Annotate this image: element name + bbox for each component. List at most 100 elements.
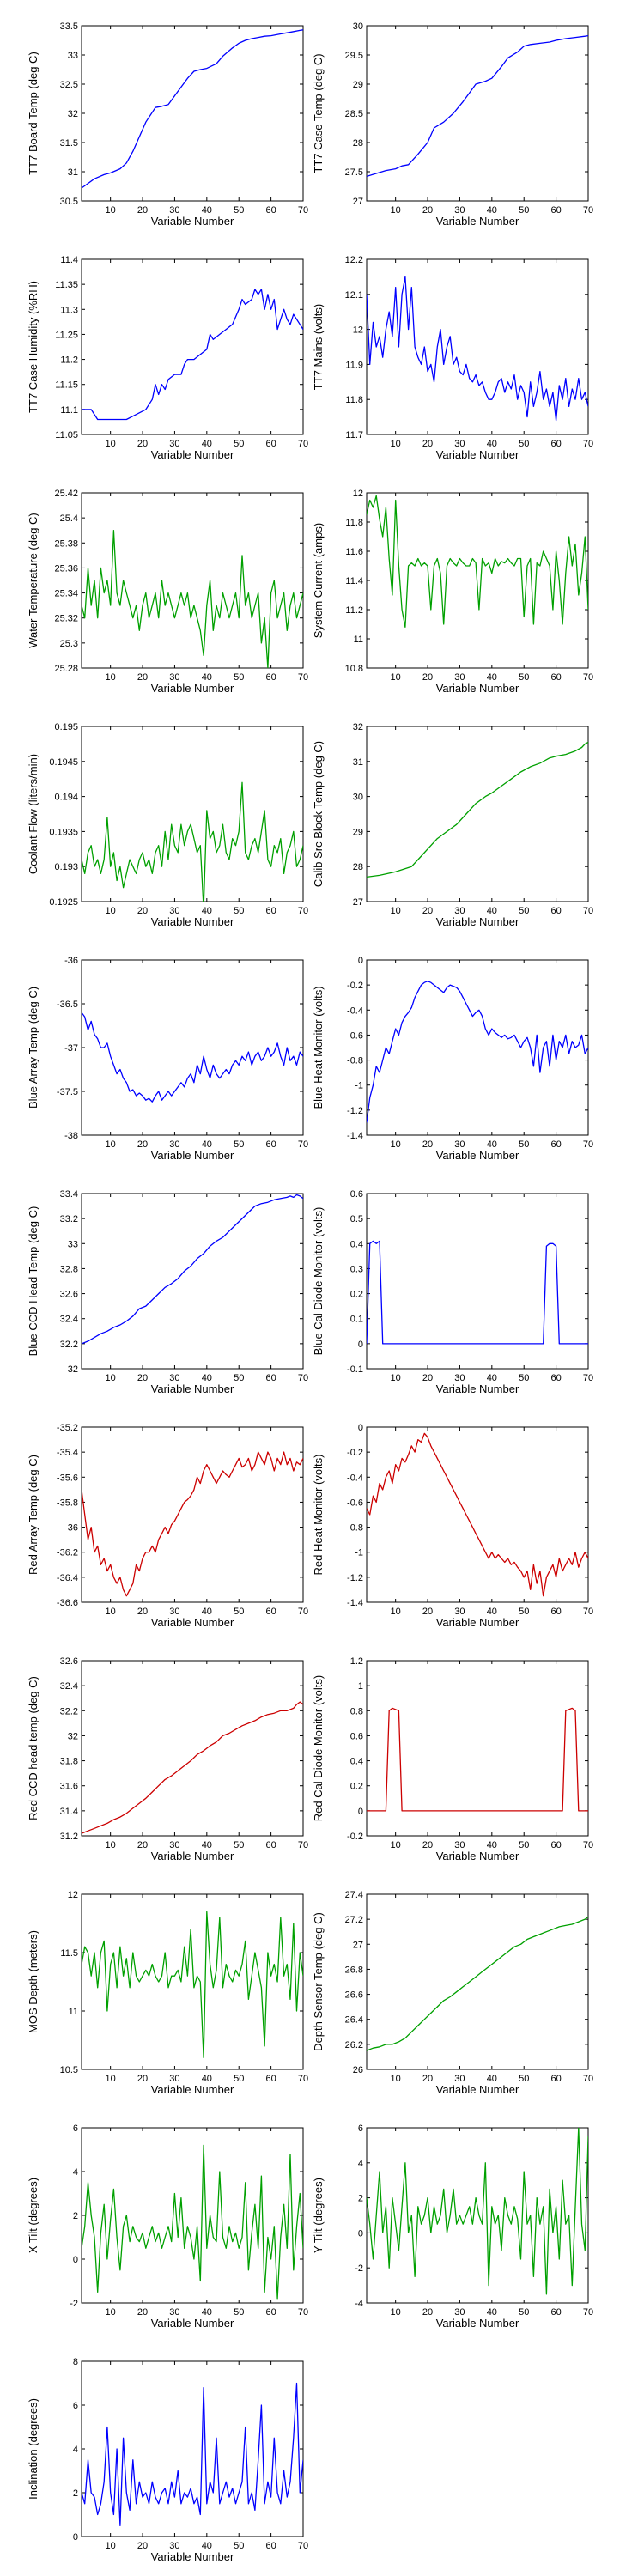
y-tick-label: 11.8 [345,518,363,528]
y-axis-label: TT7 Mains (volts) [312,304,325,390]
x-axis-label: Variable Number [151,2317,234,2330]
y-tick-label: 2 [358,2194,363,2204]
x-tick-label: 70 [583,1139,593,1150]
chart-panel-5: 25.28 25.3 25.32 25.34 25.36 25.38 25.4 25.42 10… [27,489,308,695]
y-tick-label: 8 [73,2357,78,2367]
y-tick-label: -38 [64,1131,78,1141]
chart-panel-7: 0.1925 0.193 0.1935 0.194 0.1945 0.195 10 20 30 4… [27,722,308,928]
y-tick-label: 25.38 [54,538,78,549]
x-tick-label: 40 [202,1373,212,1383]
y-tick-label: 11.15 [55,380,78,391]
y-tick-label: -36 [64,956,78,966]
x-tick-label: 30 [169,1840,179,1850]
y-axis-label: Blue Cal Diode Monitor (volts) [312,1207,325,1356]
x-tick-label: 30 [169,205,179,216]
y-tick-label: 25.4 [60,513,78,524]
y-tick-label: 26.4 [345,2015,363,2026]
x-tick-label: 70 [583,906,593,916]
x-tick-label: 50 [234,906,244,916]
y-tick-label: 11 [69,2007,78,2017]
y-tick-label: 0 [358,1807,363,1817]
x-tick-label: 60 [550,1373,561,1383]
y-tick-label: 26.8 [345,1965,363,1975]
y-tick-label: 33.5 [60,21,78,32]
y-tick-label: 0.2 [350,1782,363,1792]
x-tick-label: 50 [519,1840,529,1850]
x-tick-label: 60 [550,672,561,683]
x-tick-label: 70 [298,2074,308,2084]
y-tick-label: 10.5 [60,2065,78,2075]
y-tick-label: 2 [73,2211,78,2221]
y-tick-label: 4 [73,2445,78,2455]
x-tick-label: 30 [454,2307,465,2318]
y-tick-label: 29.5 [345,51,363,61]
y-tick-label: -0.4 [347,1473,363,1483]
y-tick-label: 33 [68,1239,78,1249]
y-axis-label: Coolant Flow (liters/min) [27,754,39,874]
x-tick-label: 40 [202,1607,212,1617]
x-tick-label: 50 [234,2074,244,2084]
x-tick-label: 10 [391,1840,401,1850]
y-axis-label: TT7 Case Humidity (%RH) [27,281,39,413]
x-tick-label: 60 [265,1373,276,1383]
x-tick-label: 30 [454,672,465,683]
y-axis-label: Red Heat Monitor (volts) [312,1455,325,1576]
x-tick-label: 30 [454,1840,465,1850]
y-tick-label: 27.4 [345,1890,363,1900]
x-tick-label: 70 [298,906,308,916]
x-tick-label: 20 [137,906,148,916]
plot-area [81,492,304,669]
x-tick-label: 70 [583,672,593,683]
x-tick-label: 40 [487,1139,497,1150]
series-line [367,1916,588,2051]
y-tick-label: 32 [68,109,78,119]
y-tick-label: 11.9 [345,360,363,370]
series-line [82,781,303,902]
x-tick-label: 70 [583,2074,593,2084]
y-tick-label: 0.195 [54,722,78,732]
y-tick-label: 6 [358,2123,363,2134]
y-tick-label: 0.5 [350,1214,363,1224]
x-tick-label: 70 [583,439,593,449]
plot-area [81,1426,304,1603]
x-tick-label: 40 [202,2307,212,2318]
x-tick-label: 20 [422,205,433,216]
chart-panel-16: -0.2 0 0.2 0.4 0.6 0.8 1 1.2 10 20 30 40 50 60 70 Varia… [312,1656,593,1862]
y-tick-label: 27 [353,1940,363,1950]
chart-panel-1: 30.5 31 31.5 32 32.5 33 33.5 10 20 30 40 50 60 70 Vari… [27,21,308,228]
x-tick-label: 30 [454,2074,465,2084]
y-tick-label: -2 [355,2263,363,2274]
plot-area [366,1660,589,1837]
x-tick-label: 70 [298,1840,308,1850]
y-tick-label: -0.8 [347,1056,363,1066]
x-tick-label: 30 [169,439,179,449]
y-tick-label: 12 [353,489,363,499]
y-tick-label: 12 [353,325,363,336]
chart-panel-18: 26 26.2 26.4 26.6 26.8 27 27.2 27.4 10 20 30 40 50 60… [312,1890,593,2096]
x-tick-label: 20 [422,1607,433,1617]
chart-panel-2: 27 27.5 28 28.5 29 29.5 30 10 20 30 40 50 60 70 Variab… [312,21,593,228]
x-tick-label: 70 [583,205,593,216]
x-tick-label: 40 [202,906,212,916]
plot-area [366,726,589,902]
x-axis-label: Variable Number [436,448,519,461]
y-tick-label: -0.4 [347,1005,363,1016]
y-tick-label: -1 [355,1081,363,1091]
x-tick-label: 50 [234,439,244,449]
y-tick-label: -1 [355,1548,363,1558]
x-tick-label: 30 [454,439,465,449]
x-tick-label: 10 [391,1139,401,1150]
x-tick-label: 60 [550,2307,561,2318]
chart-panel-13: -36.6 -36.4 -36.2 -36 -35.8 -35.6 -35.4 -35.2 10… [27,1423,308,1629]
y-tick-label: 30.5 [60,197,78,207]
y-tick-label: 0.194 [54,793,78,803]
y-tick-label: -4 [355,2299,363,2309]
y-tick-label: 0 [73,2532,78,2543]
y-tick-label: -0.8 [347,1523,363,1534]
plot-area [366,1893,589,2070]
x-tick-label: 70 [298,1139,308,1150]
y-tick-label: 12 [68,1890,78,1900]
chart-panel-21: 0 2 4 6 8 10 20 30 40 50 60 70 Variable Number Inclin… [27,2357,308,2563]
x-tick-label: 40 [202,1840,212,1850]
x-tick-label: 20 [137,2074,148,2084]
